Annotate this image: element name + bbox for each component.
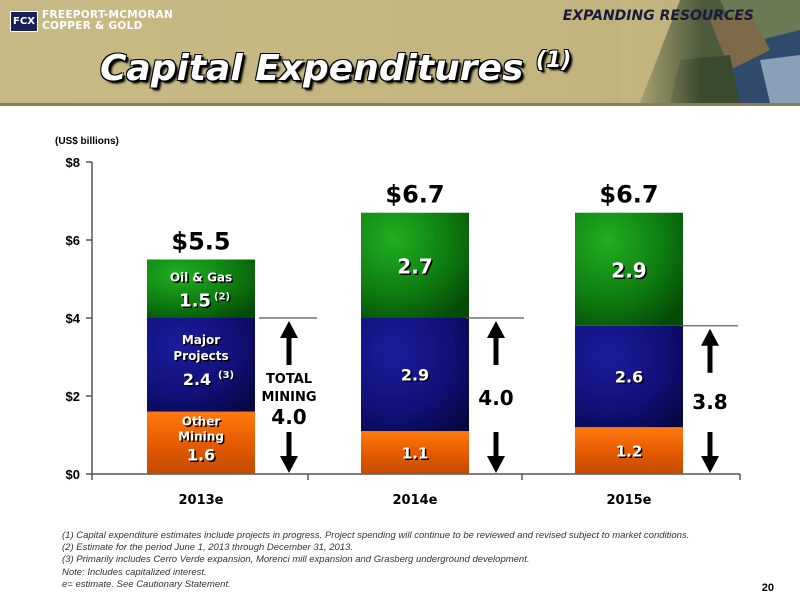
data-label-oilgas-shadow: 2.9	[613, 260, 648, 284]
arrow-up-shaft	[707, 344, 713, 373]
arrow-up-head	[280, 321, 298, 338]
page-number: 20	[761, 582, 774, 594]
bar-segment-major	[147, 318, 255, 412]
bar-segment-other	[147, 411, 255, 474]
header-photo-collage	[620, 0, 800, 103]
mining-total-value: 3.8	[692, 390, 727, 414]
arrow-down-shaft	[707, 432, 713, 458]
data-label-other-shadow: 1.2	[617, 444, 644, 462]
header-rule	[0, 103, 800, 106]
arrow-down-shaft	[286, 432, 292, 458]
inline-label-major-2-shadow: Projects	[175, 351, 230, 365]
arrow-up-shaft	[493, 337, 499, 365]
mining-label-2: MINING	[261, 390, 316, 405]
data-label-other: 1.1	[402, 445, 429, 463]
bar-segment-oilgas	[575, 212, 683, 326]
x-tick-label: 2014e	[393, 493, 438, 508]
data-label-major-shadow: 2.4	[184, 372, 212, 391]
data-label-other: 1.2	[616, 443, 643, 461]
footnote-3: (3) Primarily includes Cerro Verde expan…	[62, 554, 530, 566]
data-label-oilgas-shadow: 2.7	[399, 256, 434, 280]
data-label-major-shadow: 2.6	[616, 369, 644, 388]
footnote-note: Note: Includes capitalized interest.	[62, 566, 207, 578]
data-label-oilgas: 2.9	[611, 258, 646, 282]
inline-label-major-2: Projects	[173, 349, 228, 363]
footnote-2: (2) Estimate for the period June 1, 2013…	[62, 542, 353, 554]
bar-total-label: $5.5	[171, 228, 230, 256]
footnotes: (1) Capital expenditure estimates includ…	[62, 530, 782, 591]
mining-label-1: TOTAL	[266, 372, 312, 387]
bar-total-label: $6.7	[599, 181, 658, 209]
y-tick-label: $8	[66, 155, 80, 170]
data-label-other: 1.6	[187, 446, 215, 465]
logo-mark: FCX	[10, 10, 38, 32]
bar-segment-other	[575, 427, 683, 474]
data-label-major-shadow: 2.9	[402, 367, 430, 386]
inline-label-other-1-shadow: Other	[183, 416, 222, 430]
x-tick-label: 2015e	[607, 493, 652, 508]
data-label-major: 2.9	[401, 366, 429, 385]
arrow-up-head	[701, 328, 719, 346]
data-label-major-sup-shadow: (3)	[220, 372, 236, 383]
section-label: EXPANDING RESOURCES	[562, 8, 754, 24]
page-title: Capital Expenditures (1)	[100, 48, 571, 89]
chart-bars	[147, 212, 683, 474]
inline-label-oilgas-shadow: Oil & Gas	[171, 272, 233, 286]
inline-label-major-1-shadow: Major	[183, 335, 221, 349]
page-title-footnote-ref: (1)	[535, 48, 572, 73]
y-tick-label: $0	[66, 467, 80, 482]
footnote-1: (1) Capital expenditure estimates includ…	[62, 530, 690, 541]
logo-line-2: COPPER & GOLD	[42, 20, 143, 32]
mining-total-value: 4.0	[271, 405, 306, 429]
bar-total-label: $6.7	[385, 181, 444, 209]
logo-line-1: FREEPORT-MCMORAN	[42, 9, 174, 21]
bar-segment-major	[575, 325, 683, 428]
data-label-major: 2.4	[183, 370, 211, 389]
arrow-up-head	[487, 321, 505, 338]
page-title-text: Capital Expenditures	[100, 48, 524, 89]
units-label: (US$ billions)	[55, 136, 119, 147]
y-tick-label: $4	[66, 311, 81, 326]
inline-label-other-2-shadow: Mining	[180, 431, 226, 445]
logo-text: FREEPORT-MCMORAN COPPER & GOLD	[42, 10, 173, 32]
inline-label-other-2: Mining	[178, 430, 224, 444]
data-label-other-shadow: 1.1	[403, 446, 430, 464]
arrow-down-shaft	[493, 432, 499, 458]
data-label-oilgas-sup: (2)	[214, 292, 230, 303]
x-tick-label: 2013e	[179, 493, 224, 508]
data-label-oilgas-shadow: 1.5	[181, 292, 213, 313]
inline-label-other-1: Other	[182, 415, 221, 429]
bar-segment-oilgas	[361, 212, 469, 318]
data-label-other-shadow: 1.6	[188, 447, 216, 466]
arrow-down-head	[280, 456, 298, 473]
company-logo: FCX FREEPORT-MCMORAN COPPER & GOLD	[10, 10, 173, 32]
bar-segment-major	[361, 318, 469, 432]
mining-total-value: 4.0	[478, 386, 513, 410]
inline-label-major-1: Major	[182, 333, 220, 347]
arrow-up-shaft	[286, 337, 292, 365]
y-tick-label: $6	[66, 233, 80, 248]
data-label-major-sup: (3)	[218, 370, 234, 381]
data-label-major: 2.6	[615, 368, 643, 387]
y-tick-label: $2	[66, 389, 80, 404]
data-label-oilgas: 1.5	[179, 291, 211, 312]
arrow-down-head	[487, 456, 505, 473]
footnote-estimate: e= estimate. See Cautionary Statement.	[62, 578, 231, 590]
data-label-oilgas-sup-shadow: (2)	[216, 293, 232, 304]
arrow-down-head	[701, 456, 719, 473]
data-label-oilgas: 2.7	[397, 254, 432, 278]
inline-label-oilgas: Oil & Gas	[170, 271, 232, 285]
bar-segment-other	[361, 431, 469, 474]
bar-segment-oilgas	[147, 259, 255, 318]
